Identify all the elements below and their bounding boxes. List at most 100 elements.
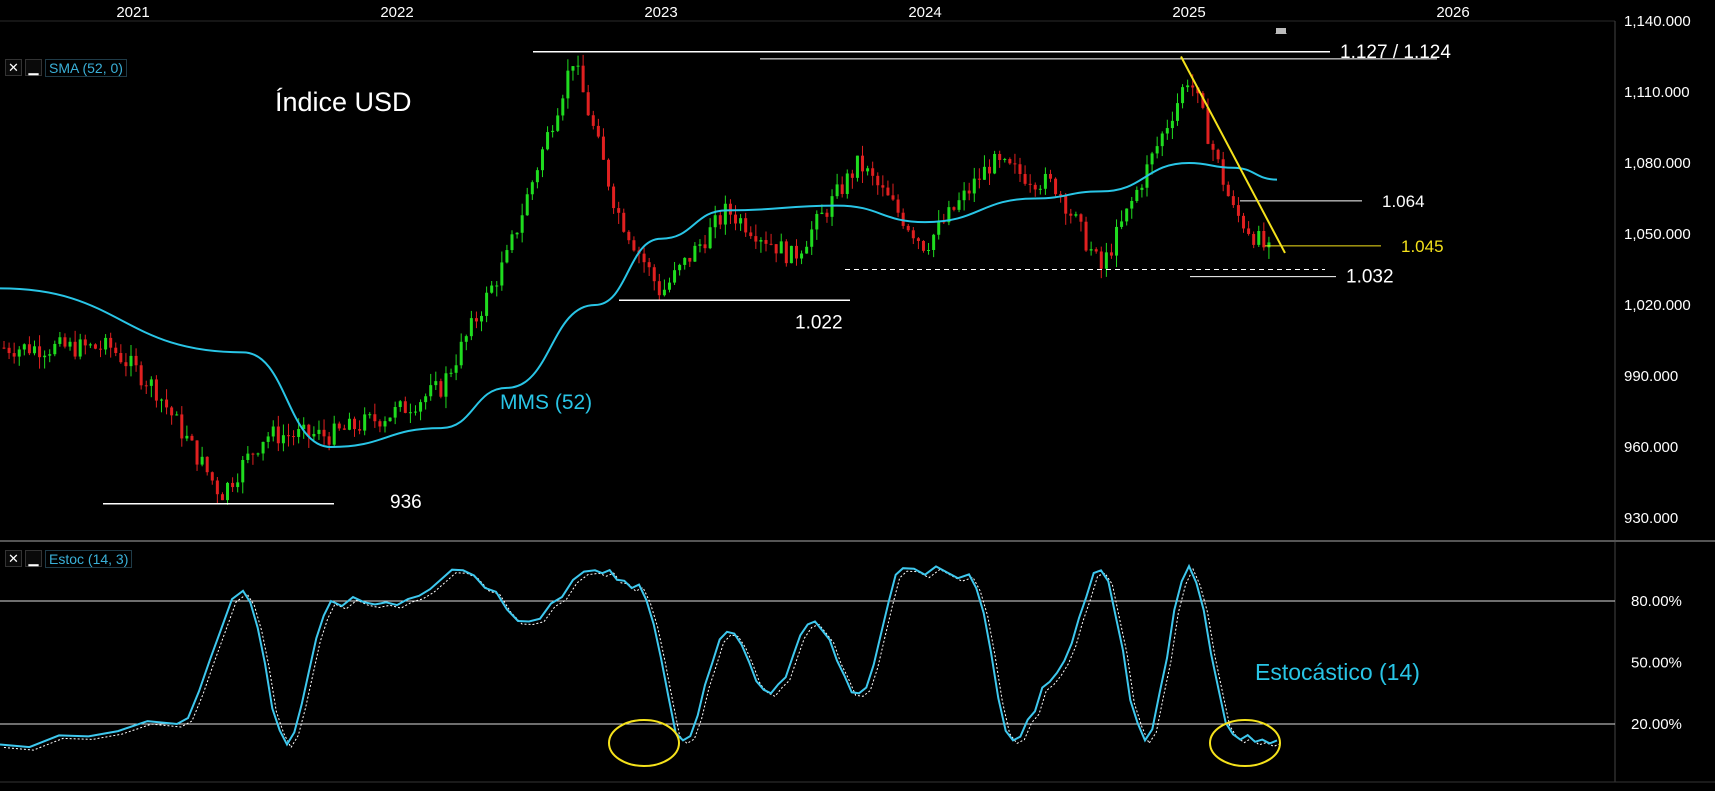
- year-label: 2024: [908, 4, 941, 21]
- candle-body: [413, 411, 417, 413]
- candle-body: [698, 244, 702, 246]
- candle-body: [1023, 174, 1027, 184]
- candle-body: [297, 429, 301, 437]
- candle-body: [449, 372, 453, 374]
- candle-body: [805, 246, 809, 254]
- candle-body: [205, 456, 209, 473]
- candle-body: [586, 92, 590, 116]
- candle-body: [286, 435, 290, 437]
- candle-body: [149, 379, 153, 386]
- candle-body: [713, 215, 717, 228]
- candle-body: [937, 221, 941, 235]
- candle-body: [505, 250, 509, 263]
- minimize-sma-button[interactable]: ▁: [25, 59, 42, 76]
- candle-body: [88, 344, 92, 346]
- sma-label: MMS (52): [500, 391, 592, 414]
- candle-body: [170, 407, 174, 416]
- candle-body: [952, 207, 956, 210]
- candle-body: [1206, 107, 1210, 144]
- candle-body: [988, 166, 992, 174]
- candle-body: [911, 230, 915, 239]
- candle-body: [119, 353, 123, 363]
- candle-body: [972, 178, 976, 194]
- candle-body: [530, 182, 534, 195]
- candle-body: [667, 282, 671, 290]
- candle-body: [347, 418, 351, 430]
- year-label: 2023: [644, 4, 677, 21]
- year-label: 2025: [1172, 4, 1205, 21]
- candle-body: [947, 207, 951, 223]
- candle-body: [200, 456, 204, 465]
- candle-body: [1216, 149, 1220, 160]
- candle-body: [561, 98, 565, 116]
- candle-body: [1079, 214, 1083, 222]
- sma-indicator-controls: ✕ ▁ SMA (52, 0): [5, 58, 127, 77]
- year-label: 2022: [380, 4, 413, 21]
- candle-body: [993, 153, 997, 174]
- candle-body: [342, 428, 346, 430]
- stoch-tick-label: 80.00%: [1631, 593, 1682, 610]
- candle-body: [825, 212, 829, 217]
- chart-texts: 1.127 / 1.124 1.064 1.045 1.032 1.022 936 Índi…: [275, 42, 1451, 685]
- candle-body: [982, 166, 986, 180]
- chart-title: Índice USD: [275, 87, 412, 117]
- candle-body: [591, 115, 595, 126]
- candle-body: [855, 155, 859, 178]
- candle-body: [261, 441, 265, 454]
- candle-body: [662, 289, 666, 296]
- candle-body: [129, 355, 133, 367]
- candle-body: [866, 168, 870, 172]
- candle-body: [1262, 231, 1266, 248]
- price-tick-label: 1,080.000: [1624, 155, 1691, 172]
- candle-body: [363, 414, 367, 431]
- candle-body: [459, 341, 463, 366]
- candle-body: [190, 435, 194, 441]
- candle-body: [78, 339, 82, 357]
- candle-body: [566, 70, 570, 99]
- candle-body: [1018, 164, 1022, 175]
- stoch-indicator-controls: ✕ ▁ Estoc (14, 3): [5, 549, 133, 568]
- price-tick-label: 1,050.000: [1624, 226, 1691, 243]
- candle-body: [480, 315, 484, 322]
- candle-body: [58, 337, 62, 344]
- candle-body: [124, 362, 128, 367]
- candle-body: [774, 244, 778, 254]
- candle-body: [1043, 173, 1047, 189]
- candle-body: [794, 245, 798, 259]
- candle-body: [485, 292, 489, 316]
- candle-body: [134, 355, 138, 366]
- stoch-indicator-label[interactable]: Estoc (14, 3): [45, 549, 133, 568]
- candle-body: [1059, 194, 1063, 196]
- candle-body: [571, 66, 575, 71]
- candle-body: [723, 203, 727, 225]
- candle-body: [165, 399, 169, 408]
- candle-body: [322, 429, 326, 437]
- candle-body: [576, 65, 580, 67]
- candle-body: [393, 407, 397, 418]
- candle-body: [332, 423, 336, 445]
- candle-body: [1054, 178, 1058, 195]
- sma-indicator-label[interactable]: SMA (52, 0): [45, 58, 127, 77]
- candle-body: [281, 435, 285, 444]
- candle-body: [1099, 251, 1103, 269]
- candle-body: [1089, 249, 1093, 251]
- candle-body: [180, 414, 184, 439]
- stoch-d-line: [3, 567, 1282, 751]
- minimize-stoch-button[interactable]: ▁: [25, 550, 42, 567]
- candle-body: [810, 229, 814, 247]
- close-stoch-button[interactable]: ✕: [5, 550, 22, 567]
- candle-body: [1084, 221, 1088, 251]
- candle-body: [962, 190, 966, 201]
- candle-body: [617, 208, 621, 213]
- candle-body: [744, 218, 748, 233]
- candle-body: [403, 401, 407, 413]
- candlesticks: [2, 54, 1271, 505]
- price-tick-label: 960.000: [1624, 439, 1678, 456]
- candle-body: [1165, 128, 1169, 134]
- candle-body: [373, 414, 377, 422]
- candle-body: [1104, 252, 1108, 269]
- close-sma-button[interactable]: ✕: [5, 59, 22, 76]
- candle-body: [622, 212, 626, 232]
